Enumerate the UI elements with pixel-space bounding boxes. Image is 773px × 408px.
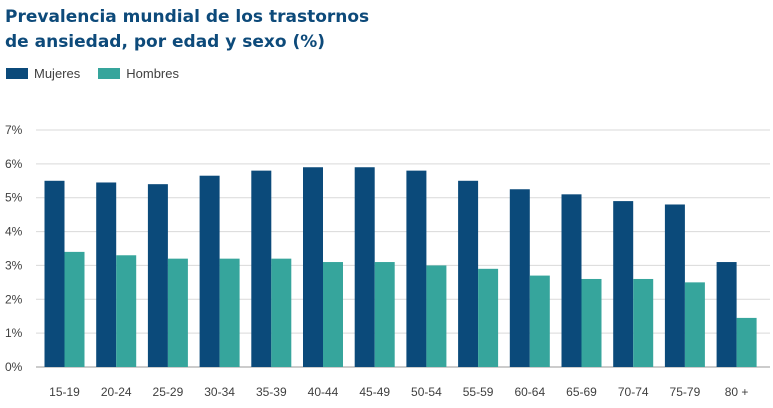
- legend-item-hombres: Hombres: [98, 66, 179, 81]
- x-tick-label: 30-34: [204, 385, 235, 399]
- y-tick-label: 1%: [5, 326, 23, 340]
- bar-mujeres: [716, 262, 737, 367]
- y-tick-label: 2%: [5, 292, 23, 306]
- bar-mujeres: [44, 180, 65, 367]
- x-tick-label: 45-49: [359, 385, 390, 399]
- y-tick-label: 3%: [5, 258, 23, 272]
- legend-swatch-mujeres: [6, 68, 28, 79]
- bar-mujeres: [664, 204, 685, 367]
- x-tick-label: 65-69: [566, 385, 597, 399]
- legend-label-hombres: Hombres: [126, 66, 179, 81]
- bar-mujeres: [613, 201, 634, 367]
- y-tick-label: 5%: [5, 191, 23, 205]
- x-tick-label: 15-19: [49, 385, 80, 399]
- bar-hombres: [64, 251, 85, 367]
- bar-mujeres: [458, 180, 479, 367]
- y-tick-label: 7%: [5, 123, 23, 137]
- chart-title-line-2: de ansiedad, por edad y sexo (%): [5, 32, 326, 52]
- x-tick-label: 50-54: [411, 385, 442, 399]
- bar-hombres: [426, 265, 447, 367]
- x-tick-label: 35-39: [256, 385, 287, 399]
- bar-hombres: [323, 262, 343, 367]
- bar-mujeres: [354, 167, 375, 367]
- y-tick-label: 0%: [5, 360, 23, 374]
- bar-hombres: [219, 258, 240, 367]
- x-tick-label: 25-29: [153, 385, 184, 399]
- bar-hombres: [581, 278, 602, 367]
- bar-hombres: [271, 258, 292, 367]
- chart-title: Prevalencia mundial de los trastornos de…: [5, 5, 369, 55]
- bar-hombres: [684, 282, 705, 367]
- bar-hombres: [374, 262, 395, 367]
- x-tick-label: 60-64: [514, 385, 545, 399]
- bar-mujeres: [303, 167, 323, 367]
- bar-hombres: [478, 268, 499, 367]
- bar-mujeres: [509, 189, 530, 367]
- bar-mujeres: [147, 184, 168, 367]
- bar-mujeres: [406, 170, 427, 367]
- bar-hombres: [529, 275, 550, 367]
- chart-legend: Mujeres Hombres: [6, 66, 197, 81]
- y-tick-label: 6%: [5, 157, 23, 171]
- x-tick-label: 80 +: [725, 385, 749, 399]
- bar-hombres: [633, 278, 654, 367]
- legend-label-mujeres: Mujeres: [34, 66, 81, 81]
- x-tick-label: 75-79: [670, 385, 701, 399]
- bar-mujeres: [96, 182, 117, 367]
- legend-swatch-hombres: [98, 68, 121, 79]
- x-tick-label: 40-44: [308, 385, 339, 399]
- x-tick-label: 20-24: [101, 385, 132, 399]
- chart-title-line-1: Prevalencia mundial de los trastornos: [5, 7, 370, 27]
- bar-mujeres: [251, 170, 272, 367]
- bar-hombres: [116, 255, 137, 367]
- x-tick-label: 70-74: [618, 385, 649, 399]
- bar-mujeres: [561, 194, 582, 367]
- bar-hombres: [736, 317, 757, 367]
- x-tick-label: 55-59: [463, 385, 494, 399]
- y-tick-label: 4%: [5, 225, 23, 239]
- bar-hombres: [167, 258, 188, 367]
- bar-mujeres: [199, 175, 220, 367]
- legend-item-mujeres: Mujeres: [6, 66, 80, 81]
